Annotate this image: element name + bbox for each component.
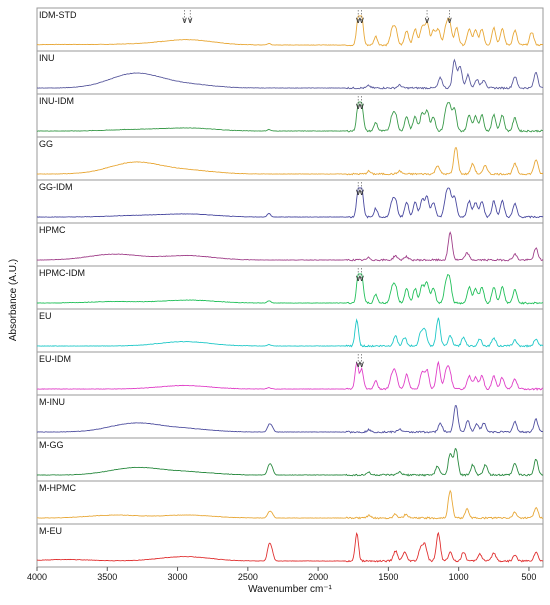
- panel-label-hpmc: HPMC: [39, 225, 66, 235]
- peak-marker: ∨: [355, 360, 362, 370]
- panel-label-m-inu: M-INU: [39, 397, 65, 407]
- peak-marker: ∨: [355, 16, 362, 26]
- x-tick-label: 500: [521, 572, 536, 582]
- peak-marker: ∨: [355, 274, 362, 284]
- series-line-inu-idm: [37, 101, 544, 133]
- panel-label-gg: GG: [39, 139, 53, 149]
- peak-marker: ∨: [424, 16, 431, 26]
- panel-label-inu-idm: INU-IDM: [39, 96, 74, 106]
- panel-label-eu-idm: EU-IDM: [39, 354, 71, 364]
- peak-marker: ∨: [358, 188, 365, 198]
- panel-label-m-eu: M-EU: [39, 526, 62, 536]
- x-tick-label: 4000: [27, 572, 47, 582]
- x-tick-label: 2000: [308, 572, 328, 582]
- series-line-gg-idm: [36, 187, 544, 219]
- peak-marker: ∨: [181, 16, 188, 26]
- series-line-eu: [36, 317, 544, 348]
- peak-marker: ∨: [358, 16, 365, 26]
- panel-label-idm-std: IDM-STD: [39, 10, 77, 20]
- x-tick-label: 3000: [168, 572, 188, 582]
- series-line-m-eu: [36, 531, 544, 563]
- peak-marker: ∨: [355, 102, 362, 112]
- x-axis-title: Wavenumber cm⁻¹: [248, 584, 332, 595]
- x-axis: 4000 3500 3000 2500 2000 1500 1000 500: [27, 567, 536, 582]
- panel-label-eu: EU: [39, 311, 52, 321]
- series-line-hpmc-idm: [36, 273, 544, 305]
- x-tick-label: 3500: [97, 572, 117, 582]
- y-axis-title: Absorbance (A.U.): [8, 259, 19, 341]
- series-line-m-hpmc: [37, 489, 544, 520]
- panel-label-hpmc-idm: HPMC-IDM: [39, 268, 85, 278]
- peak-marker: ∨: [355, 188, 362, 198]
- series-line-hpmc: [36, 231, 544, 262]
- panel-label-inu: INU: [39, 53, 55, 63]
- x-tick-label: 1000: [449, 572, 469, 582]
- peak-marker: ∨: [358, 274, 365, 284]
- panel-label-gg-idm: GG-IDM: [39, 182, 73, 192]
- x-tick-label: 2500: [238, 572, 258, 582]
- series-line-inu: [36, 58, 544, 90]
- panels-group: IDM-STD INU INU-IDM GG GG-IDM HPMC HPMC-IDM EU E…: [36, 7, 544, 568]
- peak-marker: ∨: [446, 16, 453, 26]
- panel-label-m-gg: M-GG: [39, 440, 64, 450]
- x-tick-label: 1500: [378, 572, 398, 582]
- plot-frame: [36, 7, 544, 568]
- series-line-eu-idm: [36, 360, 543, 391]
- panel-label-m-hpmc: M-HPMC: [39, 483, 76, 493]
- series-line-m-inu: [36, 404, 544, 434]
- series-line-idm-std: [36, 15, 544, 47]
- peak-marker: ∨: [187, 16, 194, 26]
- peak-marker: ∨: [358, 102, 365, 112]
- series-line-m-gg: [36, 447, 544, 477]
- peak-marker: ∨: [358, 360, 365, 370]
- series-line-gg: [36, 146, 544, 176]
